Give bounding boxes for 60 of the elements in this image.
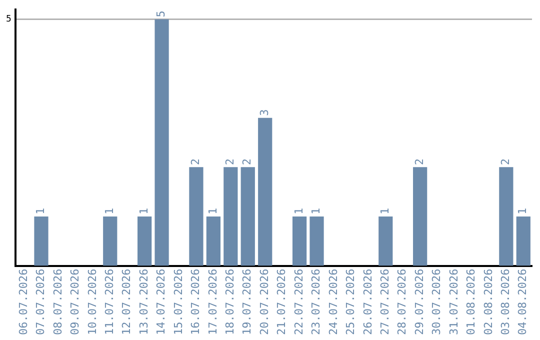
data-label: 2 bbox=[224, 158, 237, 166]
bar bbox=[240, 167, 255, 266]
x-tick-label: 22.07.2026 bbox=[292, 268, 306, 336]
bar bbox=[378, 216, 393, 266]
data-label: 1 bbox=[102, 208, 116, 214]
x-tick-label: 19.07.2026 bbox=[240, 268, 254, 336]
data-label: 2 bbox=[189, 158, 202, 166]
data-label: 2 bbox=[499, 158, 512, 166]
x-tick-label: 31.07.2026 bbox=[447, 268, 460, 336]
x-tick-label: 10.07.2026 bbox=[86, 268, 99, 336]
x-tick-label: 13.07.2026 bbox=[137, 268, 150, 336]
x-tick-label: 12.07.2026 bbox=[120, 268, 134, 336]
data-label: 1 bbox=[292, 208, 306, 214]
x-tick-label: 08.07.2026 bbox=[51, 268, 64, 336]
x-tick-label: 15.07.2026 bbox=[172, 268, 185, 336]
x-tick-label: 03.08.2026 bbox=[499, 268, 512, 336]
x-tick-label: 06.07.2026 bbox=[16, 268, 30, 336]
x-tick-label: 01.08.2026 bbox=[464, 268, 478, 336]
bar bbox=[516, 216, 530, 266]
data-label: 1 bbox=[310, 208, 323, 214]
bar bbox=[499, 167, 514, 266]
x-tick-label: 16.07.2026 bbox=[189, 268, 202, 336]
bar bbox=[258, 118, 272, 266]
x-tick-label: 11.07.2026 bbox=[102, 268, 116, 336]
x-tick-label: 21.07.2026 bbox=[275, 268, 288, 336]
bar bbox=[413, 167, 428, 266]
data-label: 2 bbox=[412, 158, 426, 166]
x-tick-label: 30.07.2026 bbox=[430, 268, 444, 336]
data-label: 2 bbox=[240, 158, 254, 166]
x-tick-label: 26.07.2026 bbox=[361, 268, 374, 336]
bar bbox=[154, 19, 169, 266]
data-label: 1 bbox=[206, 208, 220, 214]
bar bbox=[224, 167, 238, 266]
x-tick-label: 27.07.2026 bbox=[378, 268, 392, 336]
x-tick-label: 20.07.2026 bbox=[258, 268, 271, 336]
bar bbox=[206, 216, 220, 266]
x-tick-label: 18.07.2026 bbox=[224, 268, 237, 336]
x-tick-label: 29.07.2026 bbox=[412, 268, 426, 336]
bar bbox=[34, 216, 48, 266]
x-tick-label: 24.07.2026 bbox=[326, 268, 340, 336]
data-label: 3 bbox=[258, 109, 271, 116]
bar bbox=[138, 216, 152, 266]
bar bbox=[103, 216, 118, 266]
bar bbox=[310, 216, 324, 266]
data-label: 1 bbox=[34, 208, 48, 214]
x-tick-label: 23.07.2026 bbox=[310, 268, 323, 336]
x-tick-label: 25.07.2026 bbox=[344, 268, 358, 336]
data-label: 1 bbox=[137, 208, 150, 214]
x-tick-label: 17.07.2026 bbox=[206, 268, 220, 336]
x-tick-label: 09.07.2026 bbox=[68, 268, 82, 336]
data-label: 1 bbox=[516, 208, 530, 214]
data-label: 5 bbox=[154, 10, 168, 18]
bar bbox=[189, 167, 204, 266]
bar bbox=[292, 216, 307, 266]
x-tick-label: 28.07.2026 bbox=[396, 268, 409, 336]
x-tick-label: 14.07.2026 bbox=[154, 268, 168, 336]
data-label: 1 bbox=[378, 208, 392, 214]
x-tick-label: 02.08.2026 bbox=[482, 268, 495, 336]
x-tick-label: 04.08.2026 bbox=[516, 268, 530, 336]
x-tick-label: 07.07.2026 bbox=[34, 268, 48, 336]
